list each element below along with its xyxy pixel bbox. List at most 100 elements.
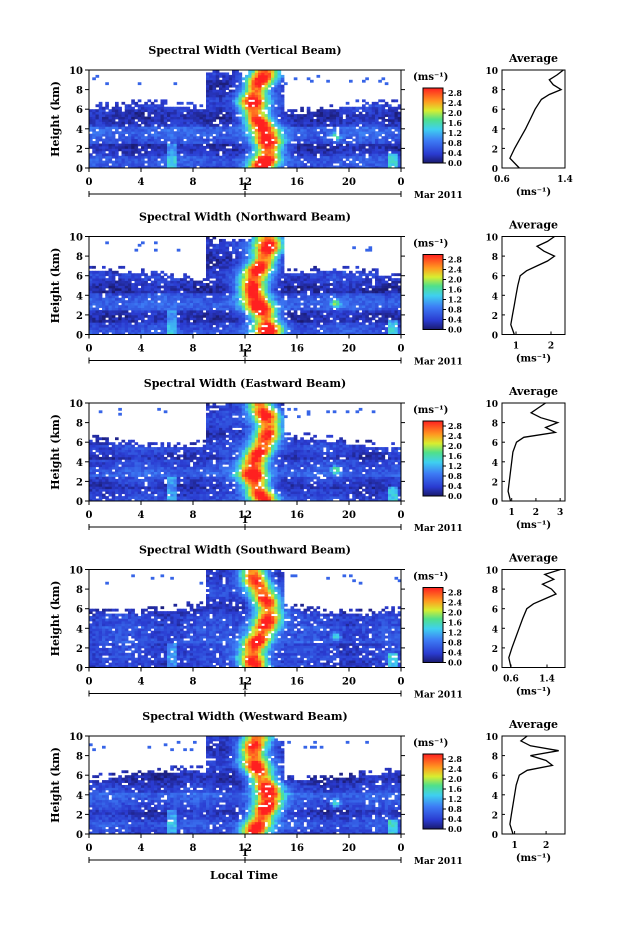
heatmap-cell bbox=[137, 136, 142, 139]
heatmap-cell bbox=[368, 128, 373, 132]
heatmap-cell bbox=[241, 268, 246, 272]
heatmap-cell bbox=[225, 99, 230, 103]
heatmap-cell bbox=[202, 123, 207, 127]
heatmap-cell bbox=[141, 119, 145, 122]
heatmap-cell bbox=[313, 278, 317, 281]
heatmap-cell bbox=[375, 116, 379, 120]
heatmap-cell bbox=[381, 109, 386, 113]
heatmap-cell bbox=[121, 280, 126, 284]
heatmap-cell bbox=[267, 256, 272, 259]
heatmap-cell bbox=[115, 155, 119, 159]
heatmap-cell bbox=[280, 243, 285, 247]
heatmap-cell bbox=[345, 141, 350, 144]
heatmap-cell bbox=[345, 285, 350, 289]
heatmap-cell bbox=[202, 305, 207, 308]
heatmap-cell bbox=[215, 285, 220, 289]
heatmap-cell bbox=[251, 319, 256, 323]
x-tick-label: 0 bbox=[86, 177, 93, 188]
colorbar-tick-label: 0.8 bbox=[448, 138, 462, 148]
heatmap-cell bbox=[215, 256, 220, 259]
heatmap-cell bbox=[287, 305, 291, 308]
heatmap-cell bbox=[193, 300, 197, 304]
heatmap-cell bbox=[232, 265, 236, 269]
x-tick-label: 8 bbox=[190, 177, 197, 188]
heatmap-cell bbox=[248, 106, 252, 110]
heatmap-cell bbox=[280, 319, 285, 323]
heatmap-cell bbox=[150, 136, 155, 139]
heatmap-cell bbox=[209, 241, 213, 245]
heatmap-cell bbox=[349, 116, 353, 120]
heatmap-cell bbox=[199, 285, 204, 289]
heatmap-cell bbox=[180, 305, 184, 308]
heatmap-cell bbox=[303, 128, 308, 132]
heatmap-cell bbox=[235, 292, 239, 296]
heatmap-cell bbox=[258, 123, 262, 127]
heatmap-cell bbox=[128, 314, 132, 318]
heatmap-cell bbox=[147, 145, 152, 149]
heatmap-cell bbox=[137, 297, 142, 301]
heatmap-cell bbox=[258, 77, 262, 81]
heatmap-cell bbox=[394, 126, 399, 130]
heatmap-cell bbox=[222, 133, 226, 137]
heatmap-cell bbox=[319, 138, 324, 142]
heatmap-cell bbox=[319, 302, 324, 306]
heatmap-cell bbox=[154, 128, 158, 132]
heatmap-cell bbox=[222, 96, 226, 100]
heatmap-cell bbox=[228, 136, 233, 139]
heatmap-cell bbox=[306, 109, 311, 113]
heatmap-cell bbox=[342, 153, 347, 157]
heatmap-cell bbox=[235, 121, 239, 125]
heatmap-cell bbox=[111, 285, 116, 289]
heatmap-cell bbox=[290, 305, 295, 308]
heatmap-cell bbox=[124, 302, 129, 306]
heatmap-cell bbox=[352, 133, 356, 137]
heatmap-cell bbox=[251, 300, 256, 304]
heatmap-cell bbox=[157, 314, 161, 318]
heatmap-cell bbox=[316, 280, 321, 284]
heatmap-cell bbox=[303, 332, 308, 335]
heatmap-cell bbox=[228, 74, 233, 78]
heatmap-cell bbox=[248, 145, 252, 149]
heatmap-cell bbox=[193, 111, 197, 115]
heatmap-cell bbox=[209, 324, 213, 328]
heatmap-cell bbox=[326, 111, 330, 115]
heatmap-cell bbox=[150, 273, 155, 277]
heatmap-cell bbox=[160, 148, 165, 152]
heatmap-cell bbox=[326, 116, 330, 120]
heatmap-cell bbox=[134, 280, 139, 284]
heatmap-cell bbox=[209, 92, 213, 95]
heatmap-cell bbox=[297, 119, 301, 122]
heatmap-cell bbox=[173, 145, 178, 149]
heatmap-cell bbox=[258, 119, 262, 122]
heatmap-cell bbox=[293, 317, 298, 321]
heatmap-cell bbox=[150, 270, 155, 274]
heatmap-cell bbox=[147, 138, 152, 142]
heatmap-cell bbox=[170, 278, 174, 281]
heatmap-cell bbox=[323, 128, 327, 132]
heatmap-cell bbox=[355, 114, 360, 117]
heatmap-cell bbox=[284, 275, 288, 279]
heatmap-cell bbox=[95, 319, 100, 323]
heatmap-cell bbox=[342, 138, 347, 142]
heatmap-cell bbox=[118, 126, 122, 130]
heatmap-cell bbox=[313, 292, 317, 296]
heatmap-cell bbox=[147, 158, 152, 162]
heatmap-cell bbox=[118, 283, 122, 286]
heatmap-cell bbox=[92, 310, 96, 313]
heatmap-cell bbox=[219, 246, 223, 250]
heatmap-cell bbox=[225, 285, 230, 289]
heatmap-cell bbox=[277, 319, 282, 323]
heatmap-cell bbox=[264, 312, 269, 316]
heatmap-cell bbox=[170, 141, 174, 144]
heatmap-cell bbox=[391, 133, 395, 137]
heatmap-cell bbox=[326, 270, 330, 274]
heatmap-cell bbox=[267, 285, 272, 289]
heatmap-cell bbox=[368, 141, 373, 144]
heatmap-cell bbox=[258, 322, 262, 326]
heatmap-cell bbox=[206, 310, 210, 313]
heatmap-cell bbox=[154, 121, 158, 125]
heatmap-cell bbox=[326, 297, 330, 301]
heatmap-cell bbox=[365, 101, 369, 105]
heatmap-cell bbox=[342, 322, 347, 326]
heatmap-cell bbox=[277, 324, 282, 328]
